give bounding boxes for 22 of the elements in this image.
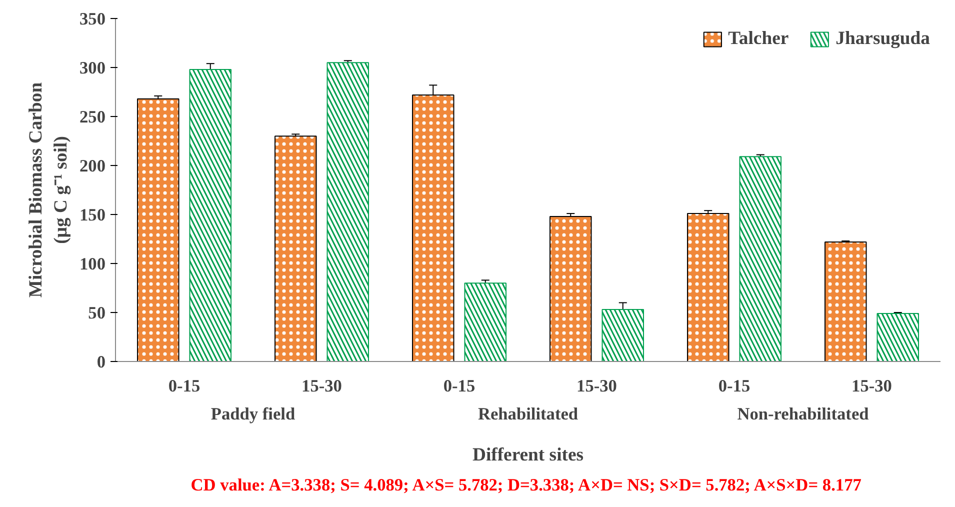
x-tick-label: 0-15: [443, 376, 476, 396]
y-tick-label: 350: [80, 10, 106, 28]
text: Paddy field: [210, 404, 296, 424]
x-tick-label: 15-30: [302, 376, 342, 396]
text: Rehabilitated: [478, 404, 578, 424]
x-axis-title: Different sites: [472, 444, 584, 466]
x-tick-label: 15-30: [576, 376, 617, 396]
legend-label: Talcher: [728, 28, 789, 50]
y-tick-label: 250: [80, 108, 106, 126]
legend-label: Jharsuguda: [836, 28, 930, 50]
y-axis-title: Microbial Biomass Carbon (µg C g⁻¹ soil): [25, 82, 72, 298]
y-tick-label: 100: [80, 254, 106, 274]
text: CD value: A=3.338; S= 4.089; A×S= 5.782; D=3.338; A×D= NS; S×D= 5.782; A×S×D= 8.177: [190, 476, 862, 494]
x-tick-label: 0-15: [718, 376, 750, 396]
y-tick-label: 0: [96, 352, 106, 372]
y-tick-label: 300: [80, 58, 106, 78]
text: Non-rehabilitated: [737, 404, 870, 424]
x-tick-label: 0-15: [168, 376, 200, 396]
y-tick-label: 200: [80, 156, 106, 176]
y-tick-label: 50: [88, 304, 106, 322]
x-tick-label: 15-30: [852, 376, 892, 396]
y-tick-label: 150: [80, 206, 106, 224]
